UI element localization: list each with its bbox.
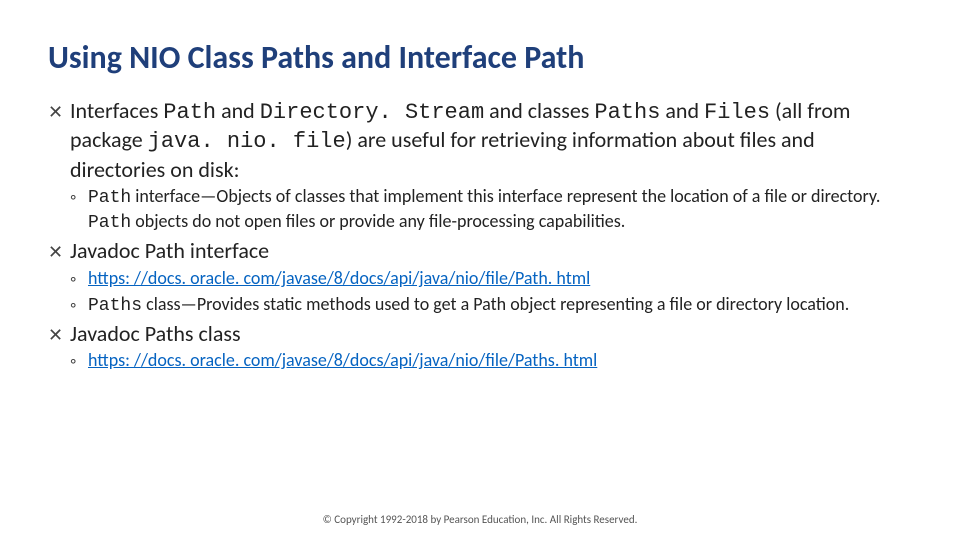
sub-bullet-text: https: //docs. oracle. com/javase/8/docs… — [88, 267, 912, 291]
sub-bullet-glyph: ◦ — [70, 267, 88, 291]
slide: Using NIO Class Paths and Interface Path… — [0, 0, 960, 540]
copyright-text: © Copyright 1992-2018 by Pearson Educati… — [0, 513, 960, 526]
bullet-text: Javadoc Paths class — [70, 320, 912, 348]
bullet-glyph: ✕ — [48, 237, 70, 265]
bullet-glyph: ✕ — [48, 320, 70, 348]
bullet-item: ✕Javadoc Path interface — [48, 237, 912, 265]
sub-bullet-item: ◦Paths class—Provides static methods use… — [70, 293, 912, 318]
sub-bullet-text: Path interface—Objects of classes that i… — [88, 185, 912, 235]
sub-bullet-glyph: ◦ — [70, 293, 88, 318]
bullet-glyph: ✕ — [48, 97, 70, 184]
bullet-item: ✕Javadoc Paths class — [48, 320, 912, 348]
slide-content: ✕Interfaces Path and Directory. Stream a… — [48, 97, 912, 374]
bullet-item: ✕Interfaces Path and Directory. Stream a… — [48, 97, 912, 184]
bullet-text: Javadoc Path interface — [70, 237, 912, 265]
sub-bullet-text: https: //docs. oracle. com/javase/8/docs… — [88, 349, 912, 373]
sub-bullet-glyph: ◦ — [70, 185, 88, 235]
bullet-text: Interfaces Path and Directory. Stream an… — [70, 97, 912, 184]
sub-bullet-glyph: ◦ — [70, 349, 88, 373]
sub-bullet-item: ◦https: //docs. oracle. com/javase/8/doc… — [70, 267, 912, 291]
slide-title: Using NIO Class Paths and Interface Path — [48, 40, 912, 77]
sub-bullet-item: ◦https: //docs. oracle. com/javase/8/doc… — [70, 349, 912, 373]
doc-link[interactable]: https: //docs. oracle. com/javase/8/docs… — [88, 349, 597, 371]
sub-bullet-text: Paths class—Provides static methods used… — [88, 293, 912, 318]
doc-link[interactable]: https: //docs. oracle. com/javase/8/docs… — [88, 267, 590, 289]
sub-bullet-item: ◦Path interface—Objects of classes that … — [70, 185, 912, 235]
